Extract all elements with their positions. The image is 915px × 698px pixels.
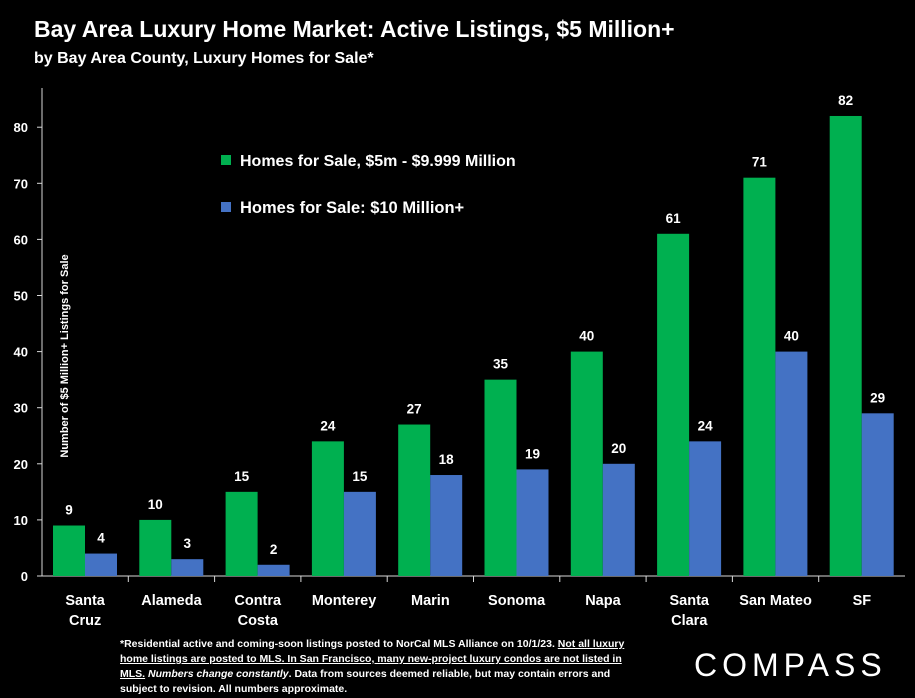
y-tick-label: 80 xyxy=(14,120,28,135)
bar-blue-9 xyxy=(861,413,894,576)
bar-green-5 xyxy=(484,379,517,576)
bar-blue-4 xyxy=(430,475,463,576)
bar-green-6 xyxy=(570,351,603,576)
data-label: 18 xyxy=(439,452,455,467)
data-label: 10 xyxy=(148,497,163,512)
y-tick-label: 70 xyxy=(14,176,28,191)
data-label: 24 xyxy=(320,418,336,433)
data-label: 9 xyxy=(65,503,73,518)
x-tick-label: Contra xyxy=(234,593,282,609)
bar-blue-7 xyxy=(689,441,722,576)
bar-blue-3 xyxy=(343,491,376,576)
data-label: 40 xyxy=(784,329,799,344)
bar-blue-2 xyxy=(257,564,290,576)
x-tick-label: Alameda xyxy=(141,593,202,609)
y-tick-label: 30 xyxy=(14,401,28,416)
bar-green-4 xyxy=(398,424,431,576)
data-label: 4 xyxy=(97,531,105,546)
bar-blue-1 xyxy=(171,559,204,576)
bar-blue-0 xyxy=(85,553,117,576)
footnote-part-1: *Residential active and coming-soon list… xyxy=(120,638,558,650)
x-tick-label: Napa xyxy=(585,593,621,609)
x-tick-label: Santa xyxy=(65,593,105,609)
data-label: 3 xyxy=(184,536,192,551)
y-tick-label: 0 xyxy=(21,569,28,584)
data-label: 71 xyxy=(752,155,768,170)
data-label: 29 xyxy=(870,390,885,405)
y-tick-label: 20 xyxy=(14,457,28,472)
data-label: 24 xyxy=(698,418,714,433)
footnote-part-5: . Data from sources deemed reliable, but… xyxy=(120,668,611,695)
y-tick-label: 60 xyxy=(14,232,28,247)
x-tick-label: Sonoma xyxy=(488,593,546,609)
footnote-part-4: Numbers change constantly xyxy=(148,668,289,680)
footnote-part-2: Not all luxury home listings are posted … xyxy=(120,638,625,680)
legend-swatch-0 xyxy=(221,155,231,165)
x-tick-label: Monterey xyxy=(312,593,376,609)
y-tick-label: 40 xyxy=(14,345,28,360)
legend-label-1: Homes for Sale: $10 Million+ xyxy=(240,199,464,217)
bar-green-0 xyxy=(53,525,85,576)
data-label: 20 xyxy=(611,441,626,456)
legend-label-0: Homes for Sale, $5m - $9.999 Million xyxy=(240,153,516,170)
data-label: 19 xyxy=(525,446,540,461)
footnote: *Residential active and coming-soon list… xyxy=(120,637,646,697)
x-tick-label: Santa xyxy=(670,593,710,609)
compass-logo: COMPASS xyxy=(694,647,887,683)
bar-blue-6 xyxy=(602,463,635,576)
data-label: 15 xyxy=(352,469,368,484)
bar-green-8 xyxy=(743,177,776,576)
legend-swatch-1 xyxy=(221,202,231,212)
bar-green-7 xyxy=(657,233,690,577)
data-label: 27 xyxy=(407,402,422,417)
x-tick-label: Marin xyxy=(411,593,450,609)
bar-blue-8 xyxy=(775,351,808,576)
x-tick-label: Cruz xyxy=(69,613,101,629)
x-tick-label: San Mateo xyxy=(739,593,812,609)
bar-green-1 xyxy=(139,519,172,576)
x-tick-label: SF xyxy=(853,593,872,609)
bar-green-9 xyxy=(829,115,862,576)
data-label: 2 xyxy=(270,542,278,557)
bar-blue-5 xyxy=(516,469,549,576)
data-label: 40 xyxy=(579,329,594,344)
data-label: 15 xyxy=(234,469,250,484)
x-tick-label: Costa xyxy=(238,613,279,629)
y-tick-label: 10 xyxy=(14,513,28,528)
x-tick-label: Clara xyxy=(671,613,708,629)
data-label: 82 xyxy=(838,93,853,108)
data-label: 61 xyxy=(666,211,682,226)
bar-green-2 xyxy=(225,491,258,576)
chart-subtitle: by Bay Area County, Luxury Homes for Sal… xyxy=(34,50,374,67)
y-axis-label: Number of $5 Million+ Listings for Sale xyxy=(59,254,71,457)
chart-title: Bay Area Luxury Home Market: Active List… xyxy=(34,16,675,42)
data-label: 35 xyxy=(493,357,509,372)
bar-green-3 xyxy=(311,441,344,576)
y-tick-label: 50 xyxy=(14,289,28,304)
